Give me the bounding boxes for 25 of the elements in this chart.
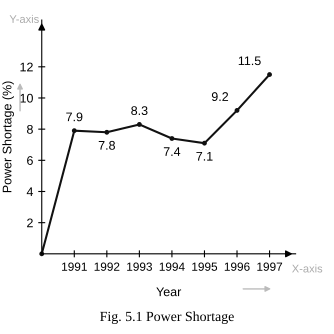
data-label: 11.5	[238, 56, 261, 66]
x-tick-label: 1996	[224, 262, 250, 271]
data-label: 8.3	[131, 106, 148, 116]
y-tick-label: 6	[27, 156, 33, 165]
x-tick-label: 1993	[127, 262, 152, 271]
y-tick-label: 10	[20, 94, 33, 103]
caption: Fig. 5.1 Power Shortage	[100, 311, 234, 324]
y-tick-label: 2	[27, 218, 33, 228]
text: Y-axis	[10, 14, 39, 24]
x-tick-label: 1991	[62, 262, 87, 271]
x-tick-label: 1994	[160, 262, 185, 271]
x-tick-label: 1992	[94, 262, 120, 271]
y-axis-title: Power Shortage (%)	[2, 81, 14, 192]
data-label: 9.2	[212, 92, 228, 102]
x-axis-title: Year	[156, 288, 182, 296]
y-tick-label: 8	[27, 124, 33, 134]
x-tick-label: 1995	[192, 262, 218, 271]
text: X-axis	[292, 264, 322, 273]
data-label: 7.9	[66, 112, 82, 122]
data-label: 7.8	[98, 140, 115, 150]
y-tick-label: 12	[20, 62, 33, 72]
x-tick-label: 1997	[257, 262, 282, 271]
data-label: 7.4	[164, 147, 180, 156]
data-label: 7.1	[196, 152, 213, 161]
y-tick-label: 4	[26, 187, 34, 196]
